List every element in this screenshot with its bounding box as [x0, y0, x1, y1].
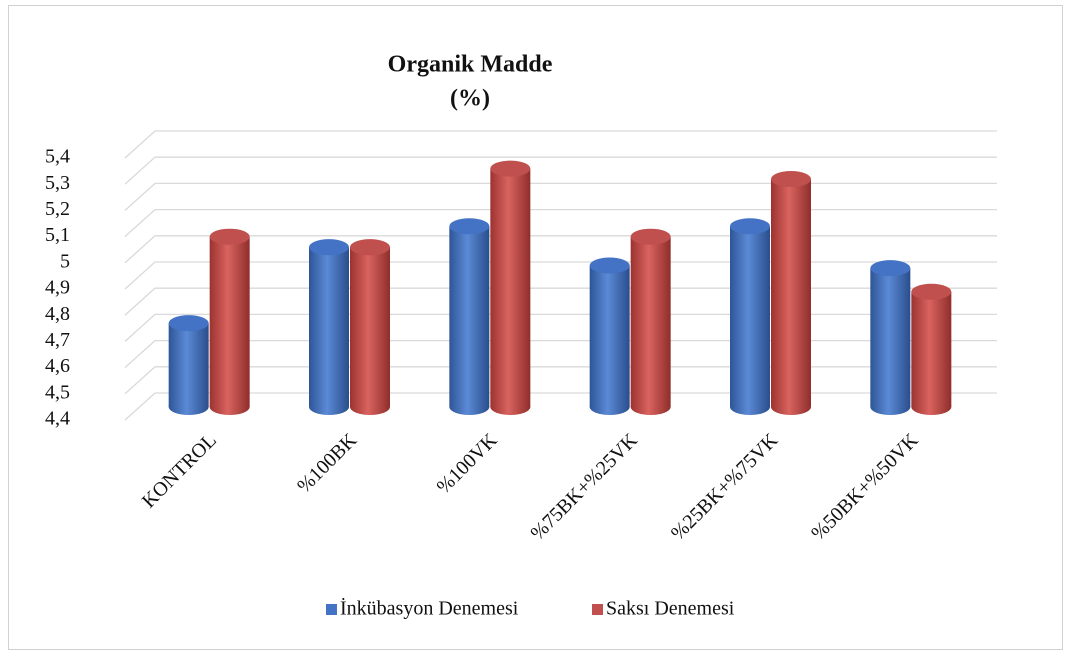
grid-line: [124, 392, 997, 421]
bar-group: [630, 228, 671, 415]
bar-group: [911, 283, 952, 415]
grid-line: [124, 235, 997, 264]
bar-bottom: [630, 399, 671, 415]
y-tick-label: 4,7: [45, 329, 70, 351]
bar-top: [449, 218, 490, 235]
bar: [168, 323, 209, 407]
y-tick-label: 5: [60, 250, 70, 272]
bar-group: [730, 218, 770, 415]
bar-top: [771, 171, 811, 188]
y-tick-label: 5,3: [45, 172, 70, 194]
bar-bottom: [771, 399, 811, 415]
chart-subtitle: (%): [450, 86, 490, 112]
grid-line: [124, 156, 997, 185]
legend-swatch: [326, 604, 337, 615]
bar: [630, 236, 671, 407]
grid-line: [124, 130, 997, 159]
bar-group: [589, 257, 630, 415]
legend-label: İnkübasyon Denemesi: [340, 597, 519, 620]
bar-bottom: [490, 399, 531, 415]
y-tick-label: 5,1: [45, 224, 70, 246]
bar-bottom: [309, 399, 349, 415]
grid-line: [124, 313, 997, 342]
grid-line: [124, 287, 997, 316]
bar-top: [490, 160, 531, 177]
bar-top: [350, 239, 390, 256]
bar-top: [309, 239, 349, 256]
bar: [209, 236, 250, 407]
bar-bottom: [350, 399, 390, 415]
bar-group: [309, 239, 349, 415]
legend-label: Saksı Denemesi: [606, 598, 735, 620]
bar: [911, 291, 952, 407]
bar: [449, 226, 490, 407]
grid-line: [124, 182, 997, 211]
bar-bottom: [449, 399, 490, 415]
bar-bottom: [168, 399, 209, 415]
bar-top: [730, 218, 770, 235]
grid-line: [124, 339, 997, 369]
y-tick-label: 4,8: [45, 303, 70, 325]
bar: [870, 268, 911, 407]
bar-top: [589, 257, 630, 274]
bar-bottom: [870, 399, 911, 415]
y-tick-label: 5,4: [45, 146, 70, 168]
bar-group: [490, 160, 531, 415]
bar-group: [350, 239, 390, 415]
bar-group: [870, 260, 911, 415]
bar-top: [209, 228, 250, 245]
chart-title: Organik Madde: [388, 52, 553, 78]
bar: [309, 247, 349, 407]
bar-top: [911, 283, 952, 300]
y-tick-label: 4,5: [45, 381, 70, 403]
y-tick-label: 5,2: [45, 198, 70, 220]
grid-line: [124, 208, 997, 238]
bar-top: [630, 228, 671, 245]
bar-group: [771, 171, 811, 415]
y-tick-label: 4,9: [45, 277, 70, 299]
bar-group: [168, 315, 209, 415]
bar: [490, 168, 531, 407]
bar-group: [449, 218, 490, 415]
bar: [350, 247, 390, 407]
grid-line: [124, 261, 997, 290]
bar-top: [168, 315, 209, 332]
bar-top: [870, 260, 911, 277]
bar: [589, 265, 630, 407]
bar-bottom: [730, 399, 770, 415]
bar: [730, 226, 770, 407]
bar-bottom: [209, 399, 250, 415]
bar: [771, 179, 811, 407]
y-tick-label: 4,4: [45, 408, 70, 430]
bar-bottom: [589, 399, 630, 415]
legend-swatch: [592, 604, 603, 615]
bar-group: [209, 228, 250, 415]
grid-line: [124, 366, 997, 395]
bar-bottom: [911, 399, 952, 415]
y-tick-label: 4,6: [45, 355, 70, 377]
